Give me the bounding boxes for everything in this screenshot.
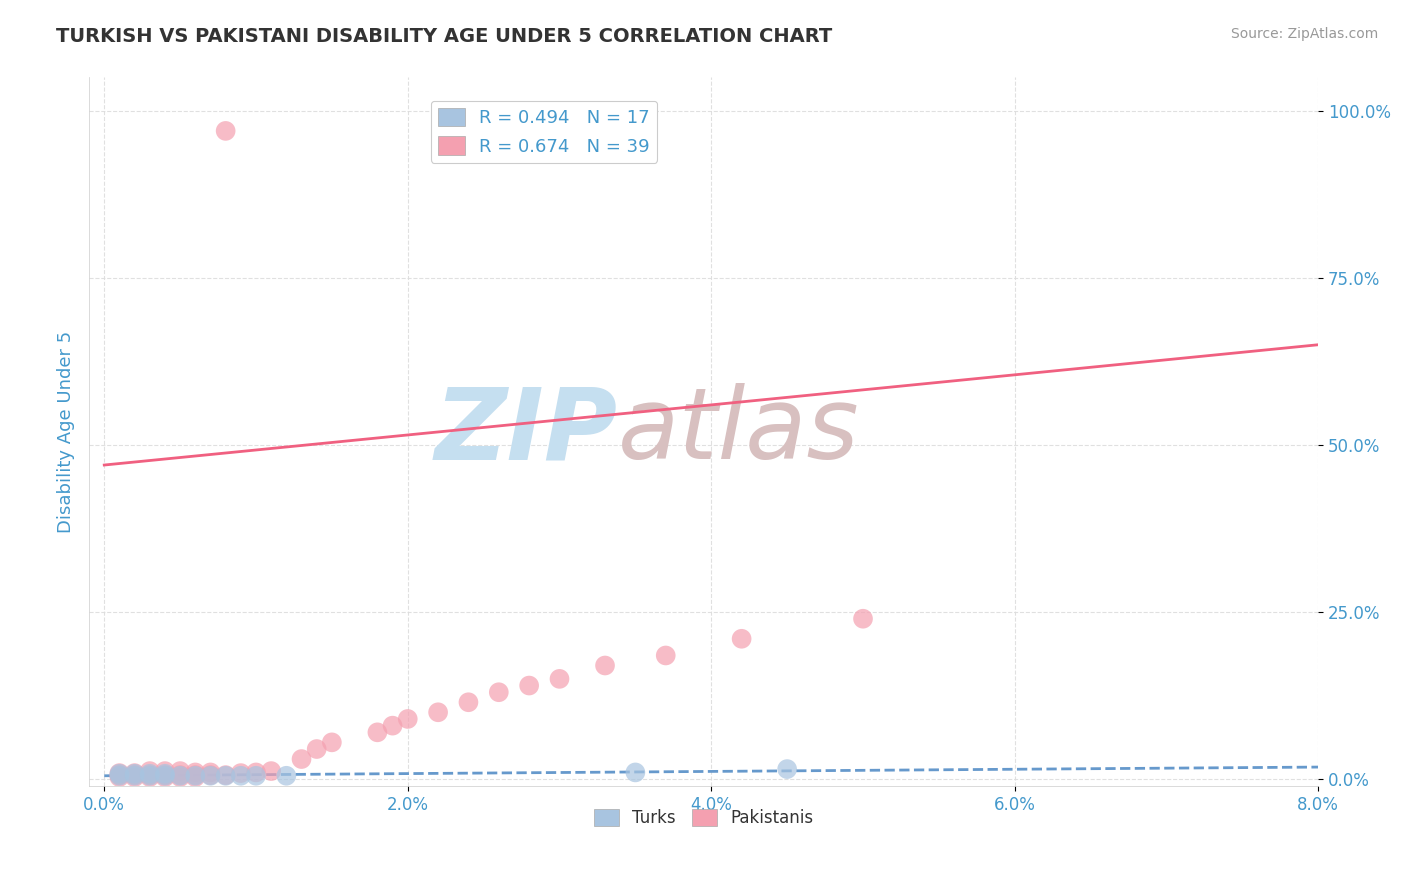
Point	[153, 770, 176, 784]
Point	[124, 766, 146, 780]
Point	[229, 766, 252, 780]
Point	[108, 766, 131, 780]
Point	[124, 770, 146, 784]
Point	[139, 769, 162, 783]
Point	[153, 768, 176, 782]
Point	[245, 765, 267, 780]
Point	[200, 765, 222, 780]
Point	[153, 766, 176, 780]
Point	[200, 768, 222, 782]
Point	[305, 742, 328, 756]
Text: TURKISH VS PAKISTANI DISABILITY AGE UNDER 5 CORRELATION CHART: TURKISH VS PAKISTANI DISABILITY AGE UNDE…	[56, 27, 832, 45]
Point	[139, 768, 162, 782]
Point	[457, 695, 479, 709]
Point	[184, 769, 207, 783]
Point	[427, 706, 450, 720]
Point	[108, 770, 131, 784]
Point	[169, 768, 191, 782]
Point	[124, 766, 146, 780]
Text: ZIP: ZIP	[434, 383, 617, 480]
Point	[214, 124, 236, 138]
Point	[396, 712, 419, 726]
Y-axis label: Disability Age Under 5: Disability Age Under 5	[58, 331, 75, 533]
Point	[124, 768, 146, 782]
Point	[517, 679, 540, 693]
Text: atlas: atlas	[617, 383, 859, 480]
Point	[593, 658, 616, 673]
Point	[153, 769, 176, 783]
Point	[276, 769, 298, 783]
Point	[852, 612, 875, 626]
Point	[108, 769, 131, 783]
Point	[169, 770, 191, 784]
Point	[624, 765, 647, 780]
Point	[654, 648, 676, 663]
Point	[139, 770, 162, 784]
Point	[245, 769, 267, 783]
Point	[229, 769, 252, 783]
Point	[488, 685, 510, 699]
Legend: Turks, Pakistanis: Turks, Pakistanis	[586, 803, 820, 834]
Point	[108, 766, 131, 780]
Point	[153, 764, 176, 778]
Point	[776, 762, 799, 776]
Point	[139, 766, 162, 780]
Point	[184, 768, 207, 782]
Text: Source: ZipAtlas.com: Source: ZipAtlas.com	[1230, 27, 1378, 41]
Point	[184, 770, 207, 784]
Point	[290, 752, 312, 766]
Point	[200, 769, 222, 783]
Point	[214, 768, 236, 782]
Point	[366, 725, 388, 739]
Point	[548, 672, 571, 686]
Point	[108, 768, 131, 782]
Point	[381, 719, 404, 733]
Point	[139, 764, 162, 778]
Point	[260, 764, 283, 778]
Point	[124, 769, 146, 783]
Point	[184, 765, 207, 780]
Point	[169, 769, 191, 783]
Point	[169, 764, 191, 778]
Point	[214, 769, 236, 783]
Point	[321, 735, 343, 749]
Point	[730, 632, 752, 646]
